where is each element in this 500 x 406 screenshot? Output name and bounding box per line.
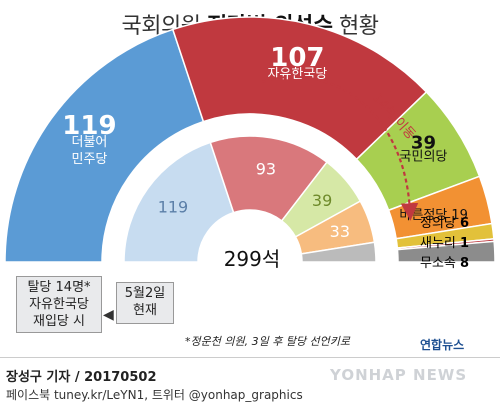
inner-value-3: 33 [330, 222, 350, 241]
others-item: 새누리 1 [420, 236, 470, 251]
yonhap-logo: 연합뉴스 [420, 338, 465, 352]
inner-value-2: 39 [312, 191, 332, 210]
slice-outer-ring-6 [396, 240, 496, 263]
slice-outer-ring-0 [4, 28, 205, 263]
inner-value-0: 119 [158, 197, 189, 216]
social-links: 페이스북 tuney.kr/LeYN1, 트위터 @yonhap_graphic… [6, 388, 303, 402]
others-list: 정의당 6 새누리 1 무소속 8 [420, 214, 469, 274]
slice-name-0-0: 더불어 [72, 135, 108, 150]
slice-name-2-0: 국민의당 [400, 150, 448, 165]
slice-value-0: 119 [62, 111, 116, 141]
left-arrow: ◀ [103, 307, 114, 323]
slice-value-2: 39 [411, 133, 436, 154]
watermark: YONHAP NEWS [330, 366, 468, 384]
slice-outer-ring-1 [171, 16, 428, 161]
current-date-box: 5월2일 현재 [116, 282, 174, 324]
slice-inner-ring-4 [300, 241, 377, 263]
slice-inner-ring-0 [123, 141, 235, 263]
others-item: 정의당 6 [420, 216, 470, 231]
others-item: 무소속 8 [420, 256, 470, 271]
total-seats: 299석 [223, 247, 281, 271]
divider [0, 357, 500, 358]
inner-value-1: 93 [256, 159, 276, 178]
slice-value-1: 107 [270, 43, 324, 73]
slice-name-0-1: 민주당 [72, 152, 108, 167]
byline: 장성구 기자 / 20170502 [6, 370, 157, 385]
rejoin-scenario-box: 탈당 14명* 자유한국당 재입당 시 [16, 276, 102, 333]
footnote: *정운천 의원, 3일 후 탈당 선언키로 [185, 335, 351, 348]
transfer-arrow [261, 75, 419, 221]
